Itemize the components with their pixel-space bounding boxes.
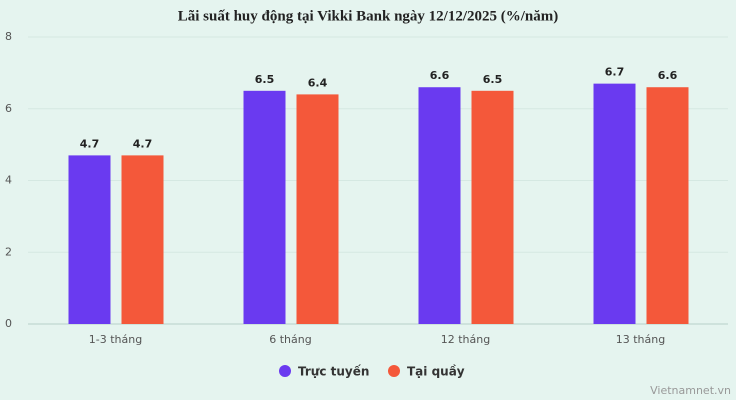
value-label: 6.5 [255,73,275,86]
watermark: Vietnamnet.vn [650,384,731,397]
x-tick-label: 1-3 tháng [89,333,142,346]
x-tick-label: 6 tháng [269,333,311,346]
y-tick-label: 2 [5,245,12,258]
value-label: 6.6 [430,69,450,82]
value-label: 6.5 [483,73,503,86]
y-tick-label: 0 [5,317,12,330]
value-label: 6.4 [308,76,328,89]
y-tick-label: 6 [5,102,12,115]
chart-title: Lãi suất huy động tại Vikki Bank ngày 12… [178,8,559,24]
legend-marker[interactable] [388,365,400,377]
bar [593,83,636,324]
y-tick-label: 4 [5,174,12,187]
bar [646,87,689,324]
value-label: 4.7 [133,137,153,150]
value-label: 6.7 [605,66,625,79]
x-tick-label: 13 tháng [616,333,665,346]
bar [243,90,286,324]
legend-label[interactable]: Trực tuyến [298,365,369,379]
x-tick-label: 12 tháng [441,333,490,346]
bar [121,155,164,324]
value-label: 4.7 [80,137,100,150]
bar [418,87,461,324]
bar [68,155,111,324]
bar [296,94,339,325]
legend-label[interactable]: Tại quầy [407,365,465,379]
y-tick-label: 8 [5,30,12,43]
bar [471,90,514,324]
legend-marker[interactable] [279,365,291,377]
value-label: 6.6 [658,69,678,82]
